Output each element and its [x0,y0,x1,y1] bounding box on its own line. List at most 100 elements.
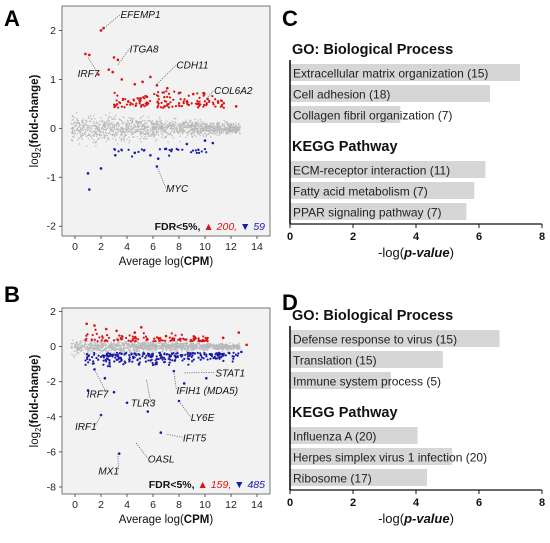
ns-point [177,342,179,344]
ns-point [98,349,100,352]
highlight-up-point [84,52,87,56]
ns-point [216,125,218,127]
y-tick-label: -2 [47,376,56,388]
up-point [198,100,201,103]
ns-point [228,344,230,347]
ns-point [167,141,169,143]
ns-point [113,133,115,135]
ns-point [106,351,108,353]
ns-point [172,123,174,126]
ns-point [109,112,111,114]
ns-point [162,130,164,132]
ns-point [133,347,135,350]
ns-point [212,348,214,350]
ns-point [152,128,154,131]
ns-point [104,121,106,123]
ns-point [113,342,116,344]
down-point [91,362,94,365]
ns-point [192,125,194,128]
ns-point [155,125,157,128]
ns-point [138,121,140,123]
ns-point [141,341,143,343]
ns-point [149,350,151,352]
ns-point [228,127,230,129]
ns-point [83,352,85,354]
up-point [180,105,184,108]
ns-point [191,346,194,349]
ns-point [216,347,219,349]
ns-point [194,128,196,130]
highlight-up-point [141,80,144,84]
ns-point [181,342,183,345]
ns-point [207,129,210,131]
enrichment-bars-d: GO: Biological Process Defense response t… [287,308,545,526]
up-point [143,97,146,100]
up-point [208,100,211,104]
ns-point [93,115,95,117]
ns-point [166,348,168,351]
ns-point [208,344,210,347]
ns-point [226,131,229,134]
ns-point [183,124,185,127]
ns-point [139,131,142,133]
ns-point [144,135,147,138]
highlight-up-point [140,326,143,329]
up-point [104,339,107,342]
ns-point [168,349,171,352]
ns-point [178,132,181,134]
up-point [161,91,164,94]
ns-point [93,347,96,349]
ns-point [83,345,86,348]
ns-point [183,130,185,133]
up-point [197,337,200,340]
ns-point [177,343,179,346]
ns-point [88,349,90,351]
ns-point [134,129,136,131]
down-point [108,365,112,368]
ns-point [76,117,78,120]
ns-point [95,125,98,128]
ns-point [73,131,75,134]
ns-point [232,129,235,131]
ns-point [180,128,182,131]
ns-point [213,127,216,129]
ns-point [212,129,215,132]
down-point [106,353,109,356]
ns-point [170,347,172,350]
ns-point [217,347,220,350]
ns-point [100,117,102,119]
ns-point [231,126,234,129]
x-tick-label: 8 [539,231,545,243]
up-point [137,338,140,341]
ns-point [238,129,240,132]
ns-point [97,138,99,141]
ns-point [195,347,197,349]
ns-point [217,128,219,131]
enrichment-bar [290,85,491,102]
ns-point [196,343,198,345]
ns-point [177,345,179,347]
ns-point [169,125,172,127]
ns-point [179,125,181,128]
ns-point [77,347,79,350]
ns-point [117,122,120,124]
ns-point [234,126,237,128]
down-point [187,358,191,361]
ns-point [229,123,231,126]
ns-point [70,342,73,345]
ns-point [171,134,173,137]
ns-point [220,345,222,348]
down-point [215,352,218,355]
up-point [115,102,119,106]
ns-point [129,346,132,349]
up-point [203,100,206,103]
ns-point [189,125,192,127]
ns-point [159,128,161,131]
ns-point [153,136,155,138]
ns-point [169,345,171,348]
ns-point [93,122,96,125]
ns-point [123,136,125,138]
ns-point [182,133,184,135]
enrichment-bar [290,64,520,81]
ns-point [93,129,95,132]
